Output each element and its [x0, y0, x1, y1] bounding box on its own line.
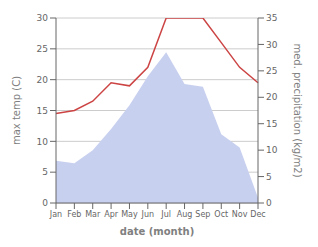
- svg-text:Jun: Jun: [141, 210, 155, 219]
- svg-text:Feb: Feb: [67, 210, 81, 219]
- svg-text:Mar: Mar: [85, 210, 101, 219]
- svg-text:5: 5: [42, 167, 48, 177]
- svg-text:0: 0: [266, 198, 272, 208]
- svg-text:25: 25: [37, 44, 48, 54]
- svg-text:Jan: Jan: [49, 210, 62, 219]
- svg-text:Jul: Jul: [160, 210, 171, 219]
- svg-text:35: 35: [266, 13, 277, 23]
- svg-text:30: 30: [37, 13, 49, 23]
- svg-text:max temp (C): max temp (C): [11, 76, 22, 145]
- svg-text:med. precipitation (kg/m2): med. precipitation (kg/m2): [292, 43, 303, 177]
- svg-text:25: 25: [266, 66, 277, 76]
- svg-text:Oct: Oct: [214, 210, 228, 219]
- svg-text:20: 20: [266, 92, 278, 102]
- svg-text:Nov: Nov: [232, 210, 248, 219]
- svg-text:10: 10: [266, 145, 278, 155]
- svg-text:10: 10: [37, 137, 49, 147]
- svg-text:15: 15: [37, 106, 48, 116]
- svg-text:15: 15: [266, 119, 277, 129]
- svg-text:Sep: Sep: [195, 210, 210, 219]
- svg-text:5: 5: [266, 172, 272, 182]
- svg-text:date (month): date (month): [120, 226, 194, 237]
- svg-text:30: 30: [266, 40, 278, 50]
- svg-text:20: 20: [37, 75, 49, 85]
- svg-text:0: 0: [42, 198, 48, 208]
- svg-text:Aug: Aug: [177, 210, 193, 219]
- svg-text:Apr: Apr: [104, 210, 119, 219]
- svg-text:May: May: [121, 210, 138, 219]
- svg-text:Dec: Dec: [250, 210, 265, 219]
